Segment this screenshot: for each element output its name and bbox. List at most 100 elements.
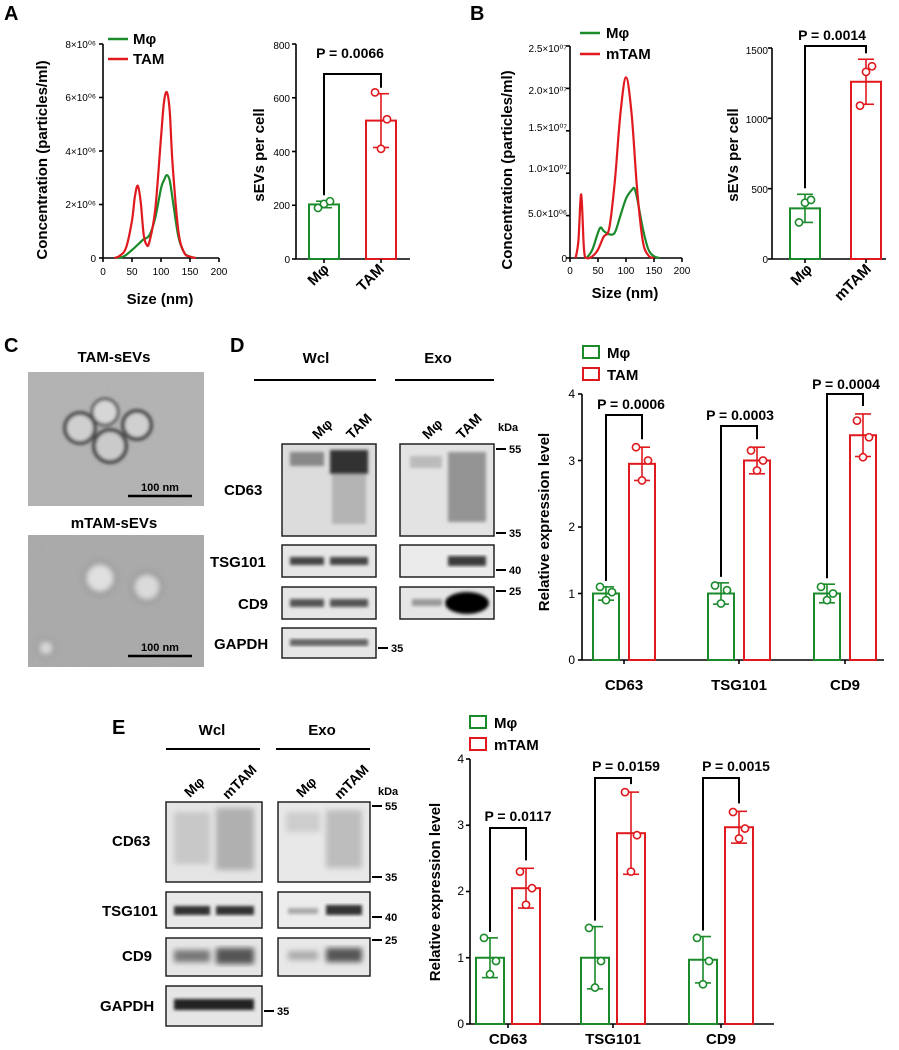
y-tick-label: 4 [568,387,575,401]
data-point [370,87,380,97]
lane-label: Mφ [309,415,336,442]
lane-label: Mφ [419,415,446,442]
band [290,639,368,646]
data-point [816,582,826,592]
y-tick-label: 2×10⁰⁶ [65,200,96,211]
y-tick-label: 1.5×10⁰⁷ [529,123,568,134]
band [286,812,320,832]
y-tick-label: 3 [568,454,575,468]
marker-label: 35 [385,872,397,884]
bar [743,459,771,661]
legend-swatch-green [582,345,600,359]
category-label: TSG101 [585,1031,641,1048]
band [330,450,368,474]
x-tick-label: 50 [126,267,138,278]
panel-e-yticks: 0 1 2 3 4 [457,752,464,1031]
band [410,456,442,468]
data-point [722,585,732,595]
panel-letter-b: B [470,3,484,25]
data-point [698,979,708,989]
p-value-label: P = 0.0015 [702,758,770,774]
bar [850,80,882,261]
band [216,948,254,964]
significance-bracket [804,45,867,189]
legend-label: TAM [133,51,164,68]
chart-marks [99,43,886,1028]
marker-label: 40 [509,565,521,577]
y-tick-label: 2 [457,884,464,898]
x-tick-label: 150 [646,266,663,277]
category-label: mTAM [831,261,875,305]
bar [308,203,340,261]
legend-swatch-red [469,737,487,751]
marker-label: 35 [509,528,521,540]
band-smear [326,810,362,868]
em-top-label: TAM-sEVs [77,349,150,366]
panel-letter-c: C [4,335,18,357]
blot-row-label: CD63 [224,482,262,499]
blot-row-label: CD63 [112,833,150,850]
data-point [855,101,865,111]
data-point [601,595,611,605]
data-point [376,144,386,154]
significance-bracket [323,73,382,196]
em-vesicles-bottom [37,562,162,657]
lane-label: mTAM [219,761,260,802]
data-point [752,466,762,475]
panel-letter-e: E [112,717,125,739]
data-point [740,824,750,833]
data-point [728,807,738,817]
bar [511,887,541,1025]
p-value-label: P = 0.0003 [706,407,774,423]
data-point [590,983,600,992]
bands-cd63-e [174,808,362,870]
x-tick-label: 150 [182,267,199,278]
vesicle [92,428,128,464]
panel-d-legend: Mφ TAM [582,345,638,384]
vesicle [90,397,120,427]
band [288,951,318,960]
panel-a-nta-yticks: 0 2×10⁰⁶ 4×10⁰⁶ 6×10⁰⁶ 8×10⁰⁶ [65,40,96,265]
bar [724,826,754,1025]
y-tick-label: 2.5×10⁰⁷ [529,44,568,55]
panel-b-nta-legend: Mφ mTAM [580,25,651,63]
data-point [822,595,832,605]
band [412,599,442,606]
data-point [595,582,605,592]
marker-label: 35 [391,643,403,655]
y-tick-label: 200 [273,201,290,212]
p-value-label: P = 0.0159 [592,758,660,774]
panel-b-nta-chart: Concentration (particles/ml) Size (nm) 0… [499,25,691,302]
category-label: Mφ [787,261,816,290]
band-smear [174,812,210,864]
marker-label: 35 [277,1006,289,1018]
y-tick-label: 500 [751,185,768,196]
p-value-label: P = 0.0004 [812,376,880,392]
kda-label: kDa [378,786,399,798]
blot-group-label: Exo [424,350,452,367]
data-point [692,933,702,943]
panel-b-nta-ylabel: Concentration (particles/ml) [499,70,516,269]
band [330,599,368,607]
significance-bracket [702,777,740,931]
data-point [828,589,838,598]
legend-label: mTAM [494,737,539,754]
data-point [716,599,726,608]
marker-label: 25 [385,935,397,947]
significance-bracket [594,777,632,921]
scale-bar-label: 100 nm [141,482,179,494]
y-tick-label: 1000 [746,115,769,126]
data-point [746,446,756,455]
panel-letter-d: D [230,335,244,357]
band [290,599,324,607]
data-point [485,969,495,979]
data-point [637,476,647,485]
panel-d-blots: Wcl Exo Mφ TAM Mφ TAM kDa CD63 TSG101 [210,350,521,659]
data-point [794,218,804,227]
significance-bracket [826,393,864,579]
data-point [631,442,641,452]
series-line-red [574,76,655,260]
y-tick-label: 0 [762,255,768,266]
panel-b-nta-xticks: 0 50 100 150 200 [567,266,691,277]
